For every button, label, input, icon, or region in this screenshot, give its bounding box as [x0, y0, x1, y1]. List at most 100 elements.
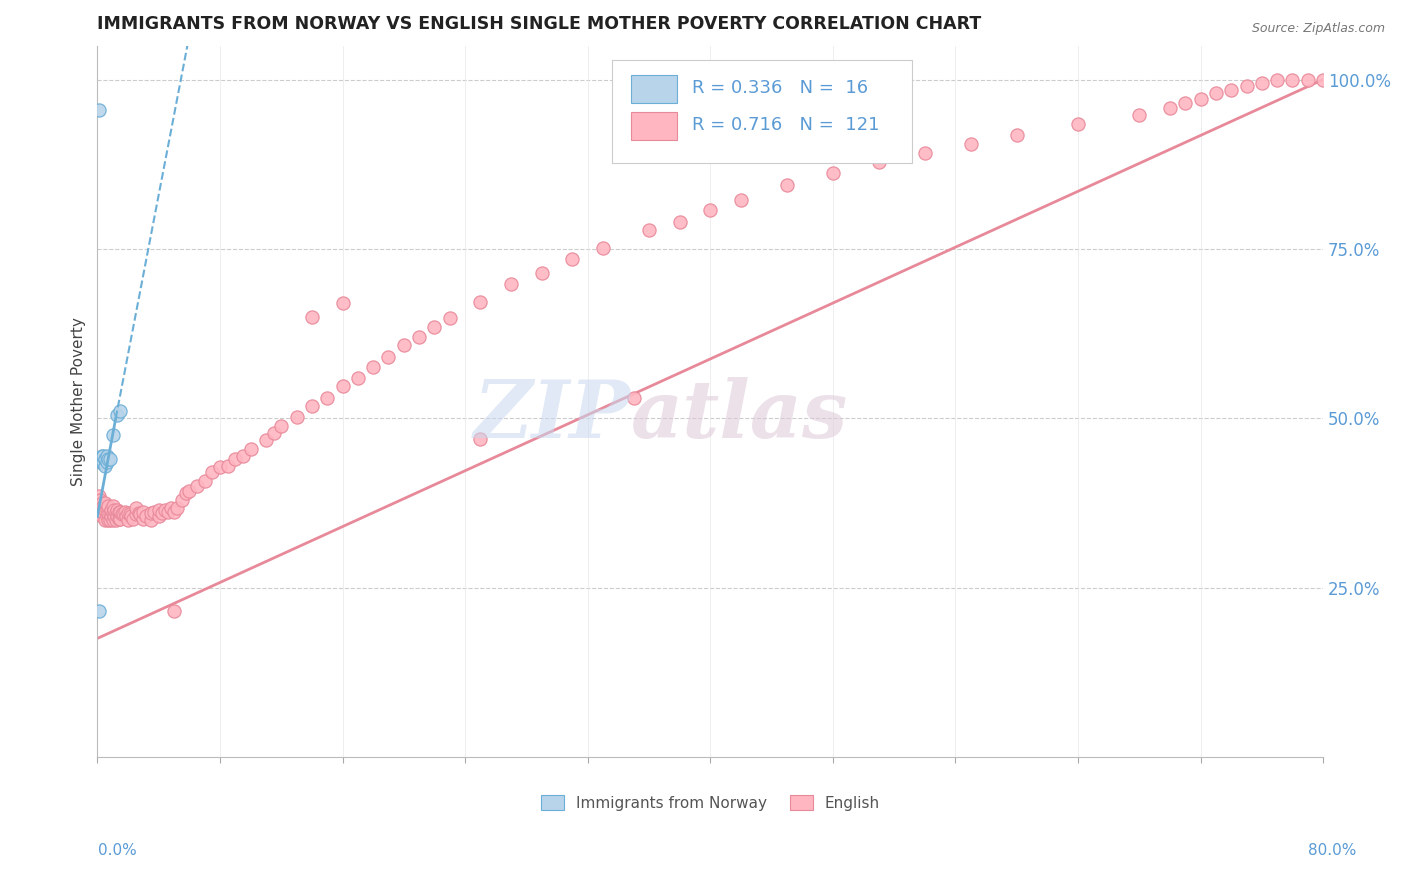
Point [128, 506, 150, 520]
Point [1128, 108, 1150, 122]
Y-axis label: Single Mother Poverty: Single Mother Poverty [72, 317, 86, 486]
Point [100, 502, 122, 516]
Point [93, 500, 115, 514]
Point [914, 145, 936, 160]
Point [156, 505, 179, 519]
Text: ZIP: ZIP [474, 376, 630, 454]
Text: R = 0.336   N =  16: R = 0.336 N = 16 [692, 78, 868, 96]
Point [101, 428, 124, 442]
Point [163, 505, 186, 519]
Point [239, 442, 262, 456]
Point [89, 492, 111, 507]
Point [89, 455, 111, 469]
Point [103, 509, 125, 524]
Point [1265, 72, 1288, 87]
Point [1174, 96, 1197, 111]
Point [110, 404, 132, 418]
Point [96, 502, 118, 516]
Point [332, 296, 354, 310]
Point [668, 215, 690, 229]
Point [332, 378, 354, 392]
FancyBboxPatch shape [630, 75, 678, 103]
Point [96, 509, 118, 524]
Point [638, 223, 661, 237]
Point [361, 360, 384, 375]
Text: atlas: atlas [630, 376, 848, 454]
Point [96, 449, 118, 463]
Point [201, 466, 224, 480]
Point [105, 502, 128, 516]
FancyBboxPatch shape [630, 112, 678, 140]
Point [470, 294, 492, 309]
Point [868, 155, 890, 169]
Point [97, 506, 120, 520]
Point [105, 408, 128, 422]
Point [285, 409, 308, 424]
Point [959, 136, 981, 151]
Point [217, 458, 239, 473]
Point [143, 505, 166, 519]
Point [91, 496, 114, 510]
Point [254, 433, 277, 447]
Text: R = 0.716   N =  121: R = 0.716 N = 121 [692, 116, 879, 134]
Point [112, 506, 135, 520]
Point [87, 489, 110, 503]
Point [179, 484, 201, 499]
Point [208, 460, 231, 475]
Point [316, 391, 339, 405]
Point [1205, 86, 1227, 100]
Point [117, 513, 139, 527]
Point [91, 509, 114, 524]
Point [121, 511, 143, 525]
Point [101, 500, 124, 514]
Point [114, 505, 136, 519]
Point [101, 506, 124, 520]
Point [91, 455, 114, 469]
Point [98, 513, 121, 527]
Point [94, 513, 117, 527]
Point [117, 506, 139, 520]
Point [730, 193, 752, 207]
Point [115, 509, 138, 524]
Point [160, 500, 183, 515]
Point [150, 506, 173, 520]
Point [124, 500, 146, 515]
Point [194, 474, 217, 488]
Point [104, 506, 127, 520]
Point [1312, 72, 1334, 87]
Point [1281, 72, 1303, 87]
Point [232, 449, 254, 463]
Point [98, 451, 121, 466]
Point [93, 455, 115, 469]
Point [561, 252, 583, 266]
Point [91, 449, 114, 463]
Point [89, 500, 111, 514]
Point [132, 511, 155, 525]
Point [96, 455, 118, 469]
Point [301, 310, 323, 324]
Point [87, 500, 110, 514]
Point [170, 492, 193, 507]
Point [97, 500, 120, 514]
Point [1236, 79, 1258, 94]
Point [623, 391, 645, 405]
Point [129, 508, 152, 522]
Point [124, 508, 146, 522]
Point [120, 509, 142, 524]
Point [1250, 76, 1272, 90]
Point [776, 178, 799, 192]
Point [104, 513, 127, 527]
Point [98, 506, 121, 520]
Point [270, 419, 292, 434]
Point [699, 202, 721, 217]
Point [89, 506, 111, 520]
Point [91, 502, 114, 516]
Point [107, 505, 129, 519]
Point [1067, 117, 1090, 131]
Point [1296, 72, 1319, 87]
Point [94, 458, 117, 473]
Point [100, 509, 122, 524]
Point [87, 604, 110, 618]
Text: Source: ZipAtlas.com: Source: ZipAtlas.com [1251, 22, 1385, 36]
Point [93, 449, 115, 463]
